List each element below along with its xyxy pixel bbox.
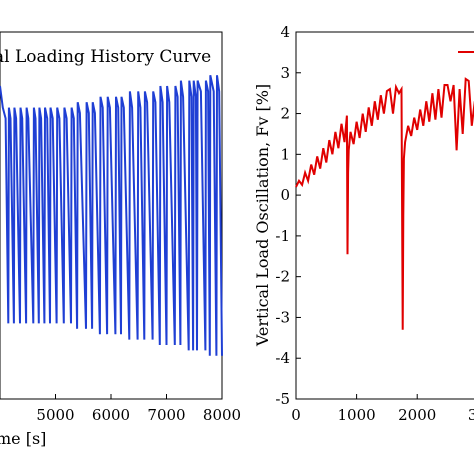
left-x-tick-label: 7000 [147,406,185,424]
right-y-tick-label: -1 [275,227,290,245]
right-x-tick-label: 0 [291,406,301,424]
left-x-tick-label: 6000 [92,406,130,424]
left-chart: al Loading History Curve 5000 6000 7000 800… [0,31,241,448]
right-y-tick-label: -5 [275,390,290,408]
right-x-tick-label: 2000 [398,406,436,424]
left-x-tick-label: 8000 [203,406,241,424]
right-x-tick-label: 1000 [338,406,376,424]
right-y-tick-label: 4 [280,23,290,41]
right-y-tick-label: -3 [275,308,290,326]
right-x-tick-label: 30 [468,406,474,424]
right-axes-frame [295,31,474,400]
right-y-tick-label: 2 [280,105,290,123]
right-y-tick-label: -2 [275,268,290,286]
left-series-line [0,74,223,356]
right-y-tick-label: -4 [275,349,290,367]
left-chart-title: al Loading History Curve [0,47,211,67]
right-y-tick-label: 0 [280,186,290,204]
right-y-axis-label: Vertical Load Oscillation, Fv [%] [253,84,272,347]
right-y-tick-label: 3 [280,64,290,82]
right-y-tick-label: 1 [280,145,290,163]
right-chart: 4 3 2 1 0 -1 -2 -3 -4 -5 0 1000 2000 30 Vertical Loa… [253,23,474,424]
left-x-tick-label: 5000 [36,406,74,424]
left-x-axis-label: me [s] [0,429,46,448]
right-series-line [295,77,474,330]
